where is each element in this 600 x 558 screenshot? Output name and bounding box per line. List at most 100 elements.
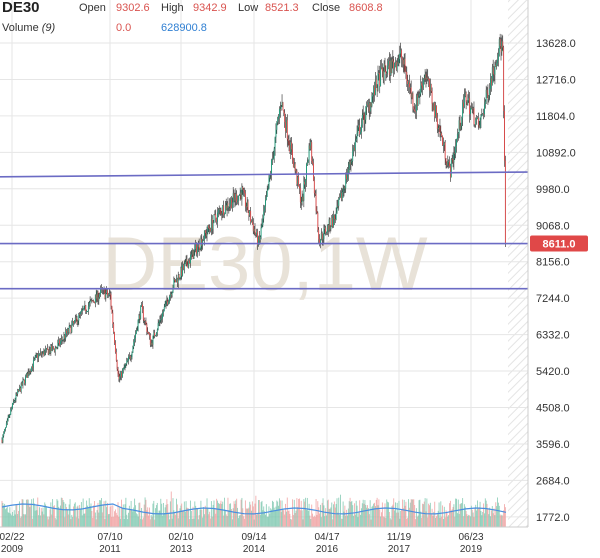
candle-body [154,332,156,337]
candle-body [145,320,147,325]
volume-bar [271,509,273,527]
volume-bar [71,514,73,527]
candle-body [55,347,57,349]
candle-body [264,206,266,212]
candle-body [349,161,351,165]
volume-bar [359,500,361,527]
open-label: Open [79,2,106,14]
candle-body [317,212,319,230]
candle-body [292,149,293,161]
candle-body [299,185,300,189]
volume-bar [483,513,485,527]
volume-bar [266,516,268,527]
volume-bar [278,505,280,527]
candle-body [181,267,183,276]
volume-bar [494,515,496,527]
candle-body [107,290,109,296]
candle-body [379,73,381,87]
candle-body [308,145,310,160]
candle-body [406,72,408,81]
candle-body [37,354,39,359]
candle-body [450,158,452,178]
candle-body [381,67,382,69]
candle-body [443,142,445,146]
volume-bar [202,517,204,527]
volume-bar [221,504,223,527]
candle-body [114,332,115,343]
candle-body [238,194,240,196]
volume-bar [326,500,328,527]
candle-body [500,46,502,53]
candle-body [373,86,375,95]
volume-bar [107,502,109,527]
candle-body [368,102,370,112]
volume-bar [248,507,250,527]
volume-bar [495,502,497,527]
volume-bar [372,505,374,527]
volume-bar [464,506,466,527]
volume-bar [476,510,478,527]
trend-line [0,171,529,178]
volume-bar [467,516,469,527]
candle-body [142,309,144,320]
volume-bar [239,515,241,527]
volume-bar [232,508,234,527]
candle-body [86,311,88,313]
volume-bar [433,511,435,527]
volume-bar [206,498,208,527]
volume-bar [429,505,430,527]
candle-body [360,131,362,135]
candle-body [230,199,232,205]
volume-bar [310,519,312,527]
candle-body [143,319,145,322]
candle-body [62,339,64,341]
candle-body [28,372,30,374]
candle-body [142,304,143,310]
volume-bar [263,506,265,527]
candle-body [338,199,340,207]
volume-bar [365,504,367,527]
candle-body [160,319,162,321]
volume-bar [418,500,420,527]
candle-body [347,169,349,175]
volume-bar [435,517,437,527]
volume-bar [256,514,258,527]
candle-body [290,142,292,153]
volume-bar [396,502,398,527]
candle-body [391,58,393,74]
volume-bar [233,501,235,527]
candle-body [224,205,226,214]
volume-bar [93,505,95,527]
candle-body [226,203,228,210]
volume-bar [427,517,429,527]
candle-body [213,214,215,223]
candle-body [298,176,300,186]
y-tick-label: 7244.0 [536,293,570,305]
volume-bar [85,507,87,527]
candle-body [207,225,209,233]
volume-bar [182,511,184,527]
candle-body [252,224,254,232]
candle-body [67,328,69,333]
candle-body [60,341,61,345]
candle-body [13,400,15,402]
volume-bar [174,512,176,527]
volume-bar [421,517,423,527]
volume-bar [289,513,291,527]
volume-bar [171,518,173,527]
candle-body [438,126,440,128]
candle-body [478,125,480,128]
candle-body [237,195,239,201]
candle-body [303,181,305,201]
volume-bar [139,502,141,527]
candle-body [40,352,42,355]
volume-bar [6,506,8,527]
volume-bar [340,494,341,527]
volume-bar [188,508,190,527]
volume-bar [169,501,171,527]
candle-body [115,352,117,361]
candle-body [462,102,464,119]
candle-body [156,329,158,333]
